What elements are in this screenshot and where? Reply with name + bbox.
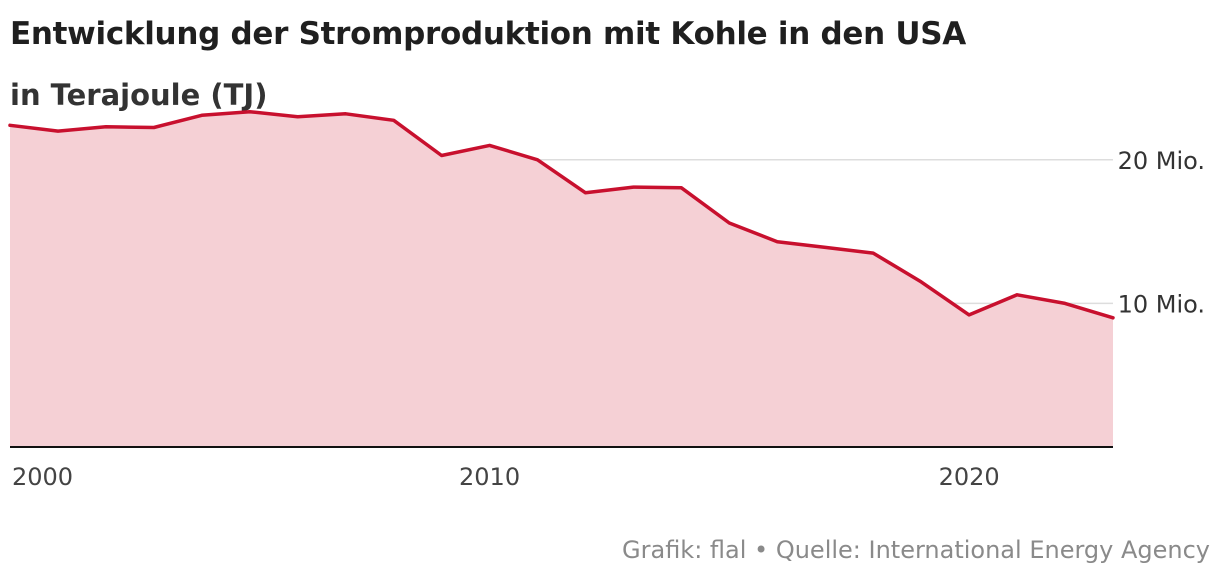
chart-subtitle: in Terajoule (TJ) [10,78,268,112]
area-fill [10,111,1113,447]
x-tick-label-2: 2020 [939,463,1000,491]
x-tick-label-1: 2010 [459,463,520,491]
series-line [8,109,1115,320]
chart-title: Entwicklung der Stromproduktion mit Kohl… [10,16,966,52]
x-tick-label-0: 2000 [12,463,73,491]
y-tick-label-0: 10 Mio. [1118,290,1205,318]
y-tick-label-1: 20 Mio. [1118,147,1205,175]
x-axis-ticks: 2000 2010 2020 [12,463,1000,491]
source-note: Grafik: flal • Quelle: International Ene… [622,536,1210,564]
y-axis-ticks: 10 Mio. 20 Mio. [1118,147,1205,319]
